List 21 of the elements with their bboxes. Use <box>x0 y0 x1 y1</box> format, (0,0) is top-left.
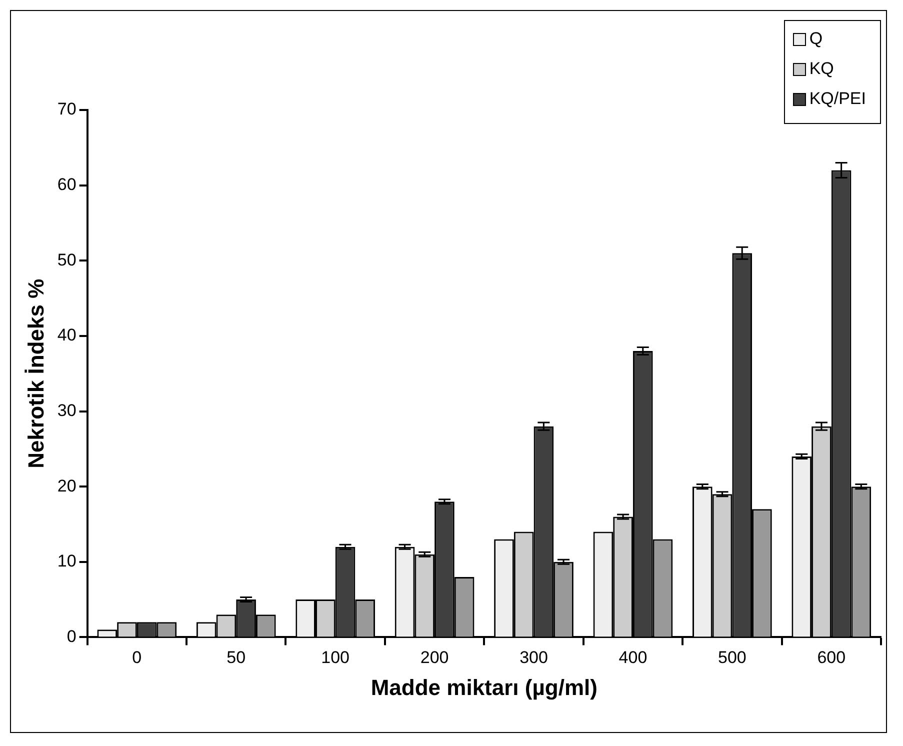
legend-label: KQ/PEI <box>809 89 866 109</box>
x-tick-label: 50 <box>226 648 246 668</box>
y-tick-label: 20 <box>57 476 76 496</box>
y-tick-label: 0 <box>66 626 76 646</box>
x-tick-label: 600 <box>817 648 846 668</box>
y-tick-label: 60 <box>57 175 76 194</box>
y-tick-label: 40 <box>57 326 76 345</box>
x-tick-label: 200 <box>420 648 449 668</box>
y-tick-label: 50 <box>57 250 76 270</box>
y-tick-label: 30 <box>57 400 76 420</box>
x-tick-label: 100 <box>321 648 350 668</box>
legend-label: KQ <box>809 59 834 79</box>
legend-label: Q <box>809 29 823 49</box>
y-tick-label: 70 <box>57 100 76 119</box>
x-tick-label: 300 <box>520 648 548 668</box>
y-tick-label: 10 <box>57 552 76 571</box>
x-tick-label: 500 <box>718 648 746 668</box>
y-axis-title: Nekrotik İndeks % <box>23 278 48 468</box>
x-tick-label: 400 <box>618 648 648 668</box>
x-tick-label: 0 <box>132 648 142 668</box>
x-axis-title: Madde miktarı (µg/ml) <box>370 674 598 700</box>
